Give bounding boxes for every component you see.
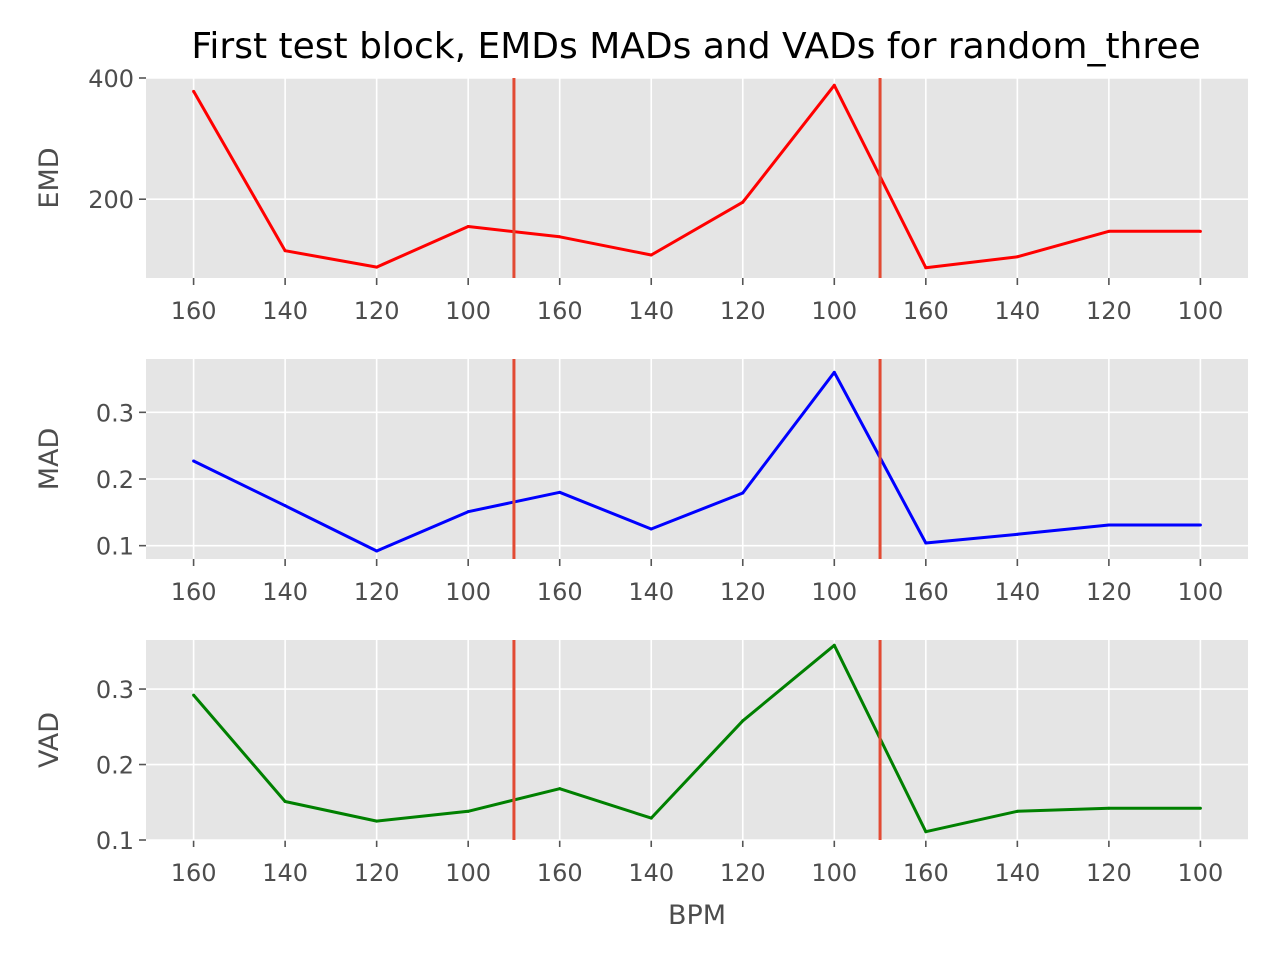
y-tick-label: 0.2 <box>96 466 134 494</box>
data-point <box>466 809 470 813</box>
x-tick-label: 120 <box>1086 297 1132 325</box>
x-tick-label: 100 <box>811 859 857 887</box>
y-axis-label-mad: MAD <box>34 428 65 491</box>
data-point <box>924 266 928 270</box>
x-tick-label: 120 <box>1086 578 1132 606</box>
y-tick-label: 0.2 <box>96 752 134 780</box>
data-point <box>375 549 379 553</box>
x-tick-label: 140 <box>628 297 674 325</box>
y-axis-label-emd: EMD <box>34 147 65 208</box>
x-tick-label: 120 <box>720 859 766 887</box>
x-tick-label: 120 <box>354 297 400 325</box>
x-tick-label: 160 <box>537 578 583 606</box>
x-tick-label: 140 <box>262 297 308 325</box>
data-point <box>466 510 470 514</box>
series-line-vad <box>192 643 1201 834</box>
data-point <box>832 83 836 87</box>
y-tick-label: 0.1 <box>96 533 134 561</box>
data-point <box>283 800 287 804</box>
x-tick-label: 160 <box>171 297 217 325</box>
data-point <box>924 830 928 834</box>
x-tick-label: 120 <box>354 578 400 606</box>
subplot-emd: 160 140 120 100 160 140 120 100 160 140 120 100 200 4… <box>34 65 1248 325</box>
x-tick-label: 140 <box>262 578 308 606</box>
x-tick-label: 100 <box>1177 859 1223 887</box>
x-tick-label: 100 <box>445 859 491 887</box>
plot-area <box>146 78 1248 278</box>
x-tick-label: 140 <box>994 578 1040 606</box>
chart-title: First test block, EMDs MADs and VADs for… <box>191 26 1200 67</box>
y-axis-label-vad: VAD <box>34 712 65 768</box>
data-point <box>741 200 745 204</box>
x-tick-label: 100 <box>445 297 491 325</box>
data-point <box>375 265 379 269</box>
data-point <box>1015 532 1019 536</box>
plot-area <box>146 640 1248 840</box>
subplot-mad: 160 140 120 100 160 140 120 100 160 140 120 100 0.1 0… <box>34 359 1248 606</box>
data-point <box>558 787 562 791</box>
data-point <box>1015 255 1019 259</box>
plot-area <box>146 359 1248 559</box>
data-point <box>192 89 196 93</box>
data-point <box>649 253 653 257</box>
series-line-emd <box>192 83 1201 270</box>
x-tick-label: 140 <box>628 859 674 887</box>
y-tick-label: 0.3 <box>96 676 134 704</box>
data-point <box>1015 809 1019 813</box>
x-tick-label: 100 <box>811 578 857 606</box>
x-tick-label: 140 <box>262 859 308 887</box>
x-axis-label: BPM <box>668 900 726 931</box>
data-point <box>558 490 562 494</box>
data-point <box>192 459 196 463</box>
x-tick-label: 140 <box>628 578 674 606</box>
x-tick-label: 100 <box>445 578 491 606</box>
data-point <box>283 504 287 508</box>
x-tick-label: 160 <box>903 297 949 325</box>
data-point <box>832 643 836 647</box>
data-point <box>649 527 653 531</box>
data-point <box>375 819 379 823</box>
data-point <box>1107 523 1111 527</box>
x-tick-label: 120 <box>1086 859 1132 887</box>
data-point <box>283 249 287 253</box>
series-line-mad <box>192 370 1201 553</box>
x-tick-label: 140 <box>994 297 1040 325</box>
data-point <box>741 491 745 495</box>
y-tick-label: 0.1 <box>96 827 134 855</box>
x-tick-label: 140 <box>994 859 1040 887</box>
data-point <box>649 816 653 820</box>
x-tick-label: 120 <box>354 859 400 887</box>
x-tick-label: 160 <box>903 859 949 887</box>
data-point <box>832 370 836 374</box>
x-tick-label: 100 <box>1177 297 1223 325</box>
data-point <box>192 693 196 697</box>
x-tick-label: 160 <box>537 297 583 325</box>
x-tick-label: 120 <box>720 297 766 325</box>
data-point <box>1107 806 1111 810</box>
data-point <box>1198 229 1202 233</box>
subplots: 160 140 120 100 160 140 120 100 160 140 120 100 200 4… <box>34 65 1248 887</box>
data-point <box>1107 229 1111 233</box>
data-point <box>558 235 562 239</box>
x-tick-label: 160 <box>171 859 217 887</box>
x-tick-label: 120 <box>720 578 766 606</box>
x-tick-label: 160 <box>537 859 583 887</box>
data-point <box>466 224 470 228</box>
x-tick-label: 160 <box>903 578 949 606</box>
y-tick-label: 0.3 <box>96 399 134 427</box>
x-tick-label: 100 <box>1177 578 1223 606</box>
x-tick-label: 100 <box>811 297 857 325</box>
data-point <box>924 541 928 545</box>
y-tick-label: 400 <box>88 65 134 93</box>
data-point <box>1198 523 1202 527</box>
x-tick-label: 160 <box>171 578 217 606</box>
data-point <box>741 719 745 723</box>
subplot-vad: 160 140 120 100 160 140 120 100 160 140 120 100 0.1 0… <box>34 640 1248 887</box>
data-point <box>1198 806 1202 810</box>
y-tick-label: 200 <box>88 186 134 214</box>
